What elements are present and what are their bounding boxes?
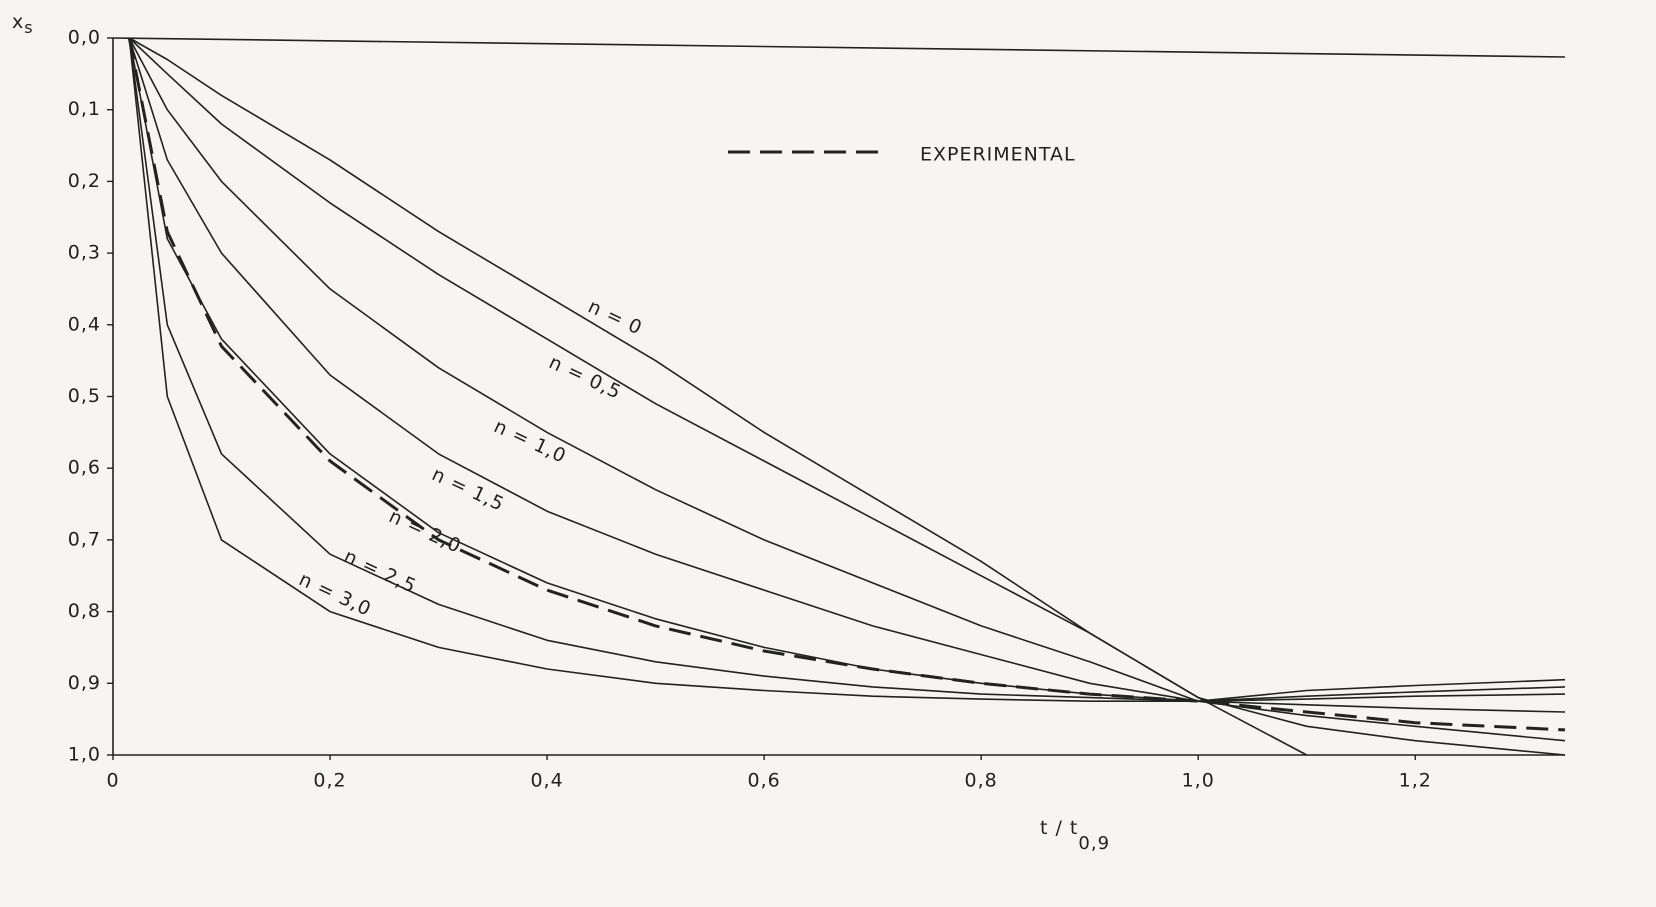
x-tick-label: 0,4 [530,770,563,792]
series-line [128,37,1308,756]
series-line [128,37,1566,742]
y-tick-label: 0,0 [68,27,101,49]
x-axis-label: t / t0,9 [1040,817,1110,855]
x-tick-label: 0,2 [313,770,346,792]
y-tick-label: 0,9 [68,672,101,694]
x-tick-label: 0,8 [965,770,998,792]
x-label-sub: 0,9 [1078,833,1110,854]
y-label-base: x [12,11,24,33]
y-tick-label: 0,2 [68,170,101,192]
x-tick-label: 1,2 [1399,770,1432,792]
series-line [128,37,1566,713]
y-tick-label: 0,4 [68,313,101,335]
y-tick-label: 0,8 [68,600,101,622]
y-tick-label: 0,1 [68,98,101,120]
series-label: n = 0,5 [546,351,625,404]
y-label-sub: s [24,18,33,37]
series-line [127,37,1566,732]
y-tick-label: 0,3 [68,242,101,264]
x-label-base: t / t [1040,817,1078,839]
x-tick-label: 0,6 [748,770,781,792]
series-line [128,37,1566,702]
y-tick-label: 0,5 [68,385,101,407]
series-label: n = 2,0 [386,505,465,558]
y-tick-label: 0,7 [68,528,101,550]
y-tick-label: 1,0 [68,744,101,766]
series-label: n = 0 [585,296,646,340]
series-line [128,37,1566,702]
x-tick-label: 1,0 [1182,770,1215,792]
series-line [128,37,1566,702]
x-tick-label: 0 [106,770,119,792]
series-line [128,37,1566,756]
series-label: n = 1,5 [429,463,508,516]
y-tick-label: 0,6 [68,457,101,479]
y-axis-label: xs [12,11,34,37]
legend-label: EXPERIMENTAL [920,144,1076,166]
top-line [112,37,1566,58]
